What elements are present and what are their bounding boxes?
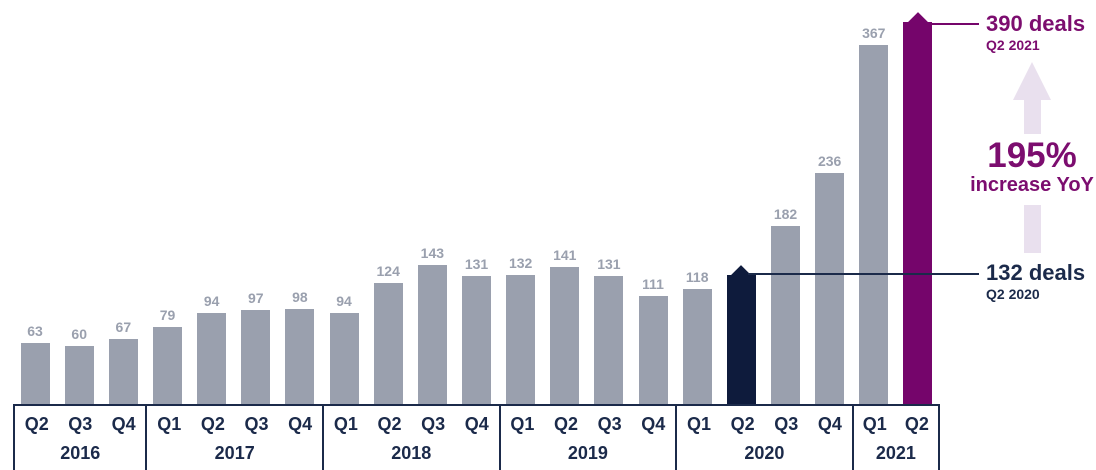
bar-q1-2019 — [506, 275, 536, 405]
bar-q4-2020 — [815, 173, 845, 405]
q2-2020-connector-line — [748, 273, 979, 275]
bar-value-label-q3-2018: 143 — [420, 244, 445, 261]
axis-year-label-2019: 2019 — [567, 443, 608, 463]
axis-quarter-label-q4-2019: Q4 — [641, 413, 666, 434]
bar-q2-2019 — [550, 266, 580, 405]
axis-quarter-label-q3-2017: Q3 — [244, 413, 269, 434]
bar-value-label-q4-2020: 236 — [817, 153, 842, 170]
bar-q4-2018 — [462, 276, 491, 405]
q2-2021-connector-line — [932, 23, 979, 25]
bar-value-label-q1-2017: 79 — [159, 307, 176, 324]
axis-group-2019: Q1 Q2 Q3 Q4 2019 — [498, 406, 676, 470]
axis-group-2016: Q2 Q3 Q4 2016 — [13, 406, 145, 470]
annotation-q2-2021: 390 deals Q2 2021 — [986, 11, 1085, 53]
bar-q1-2020 — [682, 289, 712, 405]
axis-year-label-2016: 2016 — [60, 443, 101, 463]
bar-q1-2017 — [153, 327, 182, 405]
bar-value-label-q1-2020: 118 — [685, 269, 709, 286]
annotation-q2-2020: 132 deals Q2 2020 — [986, 260, 1085, 302]
axis-quarter-label-q3-2020: Q3 — [774, 413, 799, 434]
bar-q4-2019 — [638, 295, 668, 405]
bar-q3-2018 — [417, 264, 447, 405]
axis-quarter-label-q4-2018: Q4 — [464, 413, 489, 434]
bar-q2-2016 — [20, 343, 50, 405]
bar-value-label-q4-2019: 111 — [642, 275, 664, 292]
bar-value-label-q2-2016: 63 — [27, 323, 43, 340]
axis-quarter-label-q2-2019: Q2 — [554, 413, 579, 434]
axis-quarter-label-q2-2021: Q2 — [904, 413, 929, 434]
axis-quarter-label-q3-2018: Q3 — [421, 413, 446, 434]
axis-quarter-label-q1-2018: Q1 — [333, 413, 358, 434]
x-axis: Q2 Q3 Q4 2016 Q1 Q2 Q3 Q4 2017 Q1 Q2 Q3 Q4 2018 Q1 Q2 Q3… — [13, 404, 940, 470]
axis-quarter-label-q2-2020: Q2 — [730, 413, 755, 434]
axis-quarter-label-q2-2018: Q2 — [377, 413, 402, 434]
annotation-q2-2021-period: Q2 2021 — [986, 37, 1040, 53]
axis-quarter-label-q4-2020: Q4 — [817, 413, 842, 434]
bar-value-label-q1-2021: 367 — [862, 24, 886, 41]
bar-q2-2017 — [197, 312, 227, 405]
bar-value-label-q1-2018: 94 — [336, 292, 352, 309]
annotation-yoy-percent: 195% — [987, 136, 1077, 175]
axis-quarter-label-q1-2017: Q1 — [157, 413, 182, 434]
annotation-q2-2020-period: Q2 2020 — [986, 286, 1040, 302]
up-arrow-shaft-bottom — [1024, 205, 1041, 253]
bar-value-label-q2-2018: 124 — [376, 263, 400, 280]
axis-group-2017: Q1 Q2 Q3 Q4 2017 — [145, 406, 322, 470]
bar-q4-2017 — [285, 308, 315, 405]
bar-q2-2018 — [373, 283, 403, 405]
bar-q4-2016 — [108, 339, 138, 405]
annotation-yoy: 195% increase YoY — [952, 138, 1096, 197]
axis-group-2018: Q1 Q2 Q3 Q4 2018 — [322, 406, 499, 470]
bar-q1-2021 — [859, 44, 889, 405]
annotation-yoy-label: increase YoY — [970, 174, 1094, 196]
bar-q1-2018 — [329, 312, 359, 405]
bar-value-label-q4-2016: 67 — [115, 319, 132, 336]
axis-quarter-label-q3-2019: Q3 — [597, 413, 622, 434]
axis-quarter-label-q2-2017: Q2 — [200, 413, 225, 434]
bar-value-label-q1-2019: 132 — [508, 255, 533, 272]
axis-year-label-2021: 2021 — [875, 443, 916, 463]
bar-value-label-q4-2017: 98 — [292, 288, 308, 305]
axis-group-2020: Q1 Q2 Q3 Q4 2020 — [675, 406, 852, 470]
axis-quarter-label-q1-2020: Q1 — [686, 413, 711, 434]
axis-quarter-label-q3-2016: Q3 — [68, 413, 93, 434]
bar-q3-2016 — [64, 346, 94, 405]
axis-quarter-label-q1-2021: Q1 — [862, 413, 887, 434]
bar-value-label-q3-2020: 182 — [773, 206, 798, 223]
axis-group-2021: Q1 Q2 2021 — [851, 406, 940, 470]
annotation-q2-2021-value: 390 deals — [986, 11, 1086, 36]
axis-year-label-2017: 2017 — [214, 443, 255, 463]
up-arrow-icon — [1013, 62, 1051, 100]
axis-quarter-label-q4-2016: Q4 — [111, 413, 136, 434]
axis-quarter-label-q2-2016: Q2 — [24, 413, 49, 434]
axis-year-label-2020: 2020 — [744, 443, 785, 463]
axis-quarter-label-q1-2019: Q1 — [510, 413, 535, 434]
bar-q2-2021 — [903, 22, 933, 405]
bar-value-label-q4-2018: 131 — [464, 256, 489, 273]
axis-quarter-label-q4-2017: Q4 — [288, 413, 313, 434]
annotation-q2-2020-value: 132 deals — [986, 260, 1086, 285]
bar-value-label-q3-2019: 131 — [597, 256, 621, 273]
bar-q3-2019 — [594, 276, 624, 405]
bar-value-label-q3-2017: 97 — [247, 289, 264, 306]
bar-q3-2017 — [241, 309, 271, 405]
bar-value-label-q2-2019: 141 — [553, 246, 577, 263]
bar-value-label-q2-2017: 94 — [203, 292, 220, 309]
axis-year-label-2018: 2018 — [391, 443, 432, 463]
bar-q3-2020 — [771, 226, 800, 405]
bar-value-label-q3-2016: 60 — [71, 326, 87, 343]
bar-q2-2020 — [726, 275, 756, 405]
up-arrow-shaft-top — [1024, 97, 1041, 134]
